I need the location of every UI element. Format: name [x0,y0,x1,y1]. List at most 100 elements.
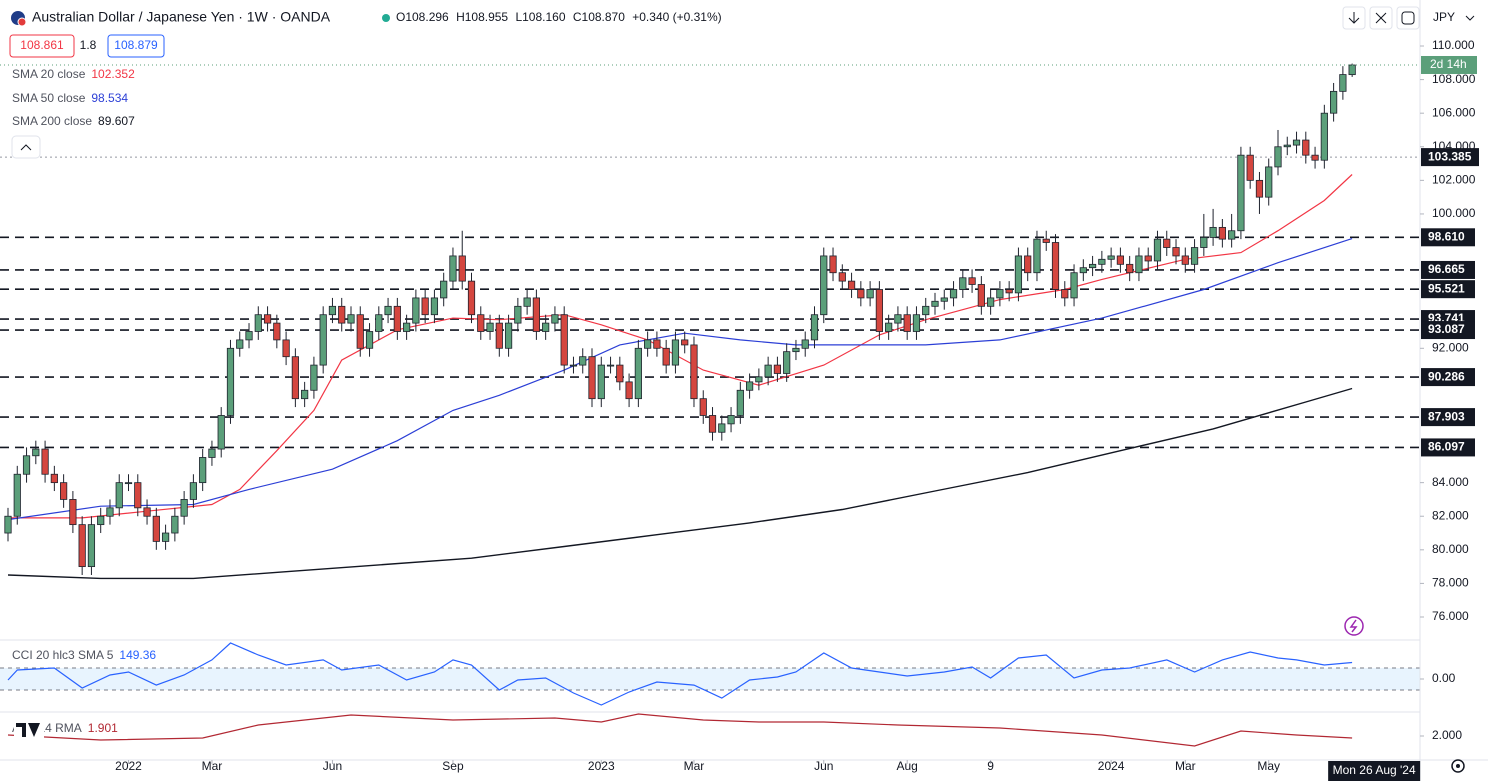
candle-body [22,455,31,475]
candle-body [940,297,948,302]
indicator-line [7,713,1353,747]
collapse-icon[interactable] [20,144,32,151]
x-tick-label: Mar [1175,759,1196,773]
candle-body [1190,247,1199,265]
candle-body [681,339,689,346]
candle-body [532,297,540,332]
currency[interactable]: JPY [1433,10,1455,24]
alert-icon[interactable] [1344,616,1364,636]
candle-body [1255,179,1264,198]
currency-dropdown[interactable] [1465,15,1475,21]
x-tick-label: 2023 [588,759,615,773]
candle-body [97,515,105,526]
x-tick-label: Jun [814,759,833,773]
candle-body [866,289,874,299]
candle-body [263,314,272,324]
candle-body [829,255,837,274]
maximize-icon[interactable] [1401,11,1415,25]
candle-body [560,314,568,366]
ask[interactable]: 108.879 [114,38,158,52]
settings-icon[interactable] [1456,764,1460,768]
collapse-button[interactable] [11,135,41,159]
sma-line [7,238,1353,521]
level-label-box [1421,408,1475,427]
candle-body [152,515,160,542]
candle-body [597,364,605,400]
y-tick-label: 108.000 [1432,72,1476,86]
x-tick-label: May [1257,759,1280,773]
legend-sma50: SMA 50 close 98.534 [12,91,128,105]
candle-body [449,255,457,282]
candle-body [662,347,670,366]
candle-body [301,389,309,400]
flag-icon [17,17,27,27]
level-label: 87.903 [1428,409,1465,423]
candle-body [440,280,448,299]
y-tick-label: 102.000 [1432,173,1476,187]
collapse-icon[interactable] [1375,12,1387,24]
candle-body [365,331,374,349]
candle-body [1163,238,1171,248]
candle-body [690,344,698,400]
candle-body [857,289,865,299]
candle-body [430,297,439,316]
legend-value: 98.534 [91,91,128,105]
candle-body [514,305,522,324]
candle-body [338,305,346,324]
date-label-box [1328,761,1421,781]
y-tick-label: 76.000 [1432,609,1469,623]
candle-body [931,300,939,307]
alert-icon[interactable] [1349,619,1358,633]
countdown: 2d 14h [1430,57,1467,71]
toolbar-button[interactable] [1396,6,1420,30]
candle-body [1218,226,1226,240]
candle-body [328,305,337,316]
candle-body [1153,238,1162,262]
candle-body [736,389,744,416]
candle-body [746,381,754,391]
candle-body [606,364,615,367]
candle-body [310,364,318,391]
candle-body [764,364,772,378]
candle-body [273,322,281,341]
candle-body [625,381,633,400]
change: +0.340 (+0.31%) [632,10,721,24]
legend-sma20: SMA 20 close 102.352 [12,67,135,81]
candle-body [477,314,485,332]
candle-body [551,314,559,324]
candle-body [60,482,68,500]
candle-body [1181,255,1189,265]
candle-body [69,499,77,526]
candle-body [4,515,12,534]
candle-body [569,364,578,367]
candle-body [912,314,921,332]
y-tick-label: 100.000 [1432,206,1476,220]
level-label: 95.521 [1428,281,1465,295]
candle-body [1209,226,1217,238]
download-icon[interactable] [1348,12,1360,24]
candle-body [393,305,401,332]
y-tick-label: 80.000 [1432,542,1469,556]
legend-value: 89.607 [98,114,135,128]
candle-body [189,482,197,500]
candle-body [87,524,96,568]
legend-value: 149.36 [119,648,156,662]
candle-body [236,339,244,349]
candle-body [1005,289,1013,294]
settings-icon[interactable] [1451,759,1465,773]
x-tick-label: Jun [323,759,342,773]
candle-body [542,322,550,332]
candle-body [291,356,299,400]
candle-body [708,415,717,433]
candle-body [208,448,216,458]
bid[interactable]: 108.861 [20,38,64,52]
ask-box[interactable] [107,34,165,58]
level-label-box [1421,438,1475,457]
bid-box[interactable] [9,34,75,58]
level-label: 90.286 [1428,369,1465,383]
candle-body [588,356,596,400]
level-label-box [1421,368,1475,387]
candle-body [875,289,883,332]
level-label: 86.097 [1428,440,1465,454]
